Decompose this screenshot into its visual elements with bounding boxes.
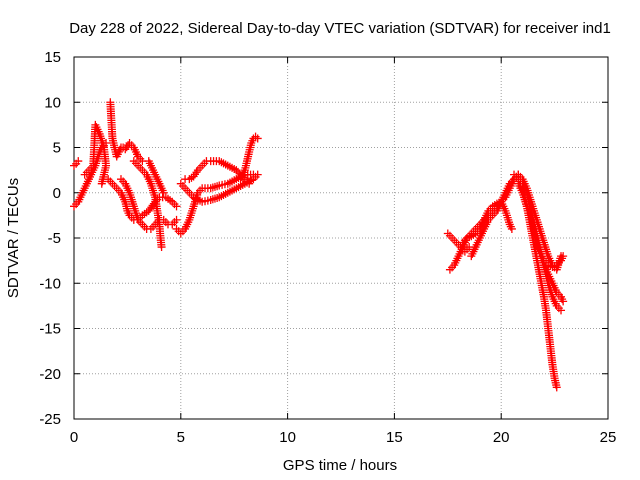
data-point [172,215,181,224]
x-tick-label: 0 [70,429,78,446]
y-tick-label: 15 [44,49,61,66]
data-point [208,183,217,192]
y-tick-label: -5 [48,230,61,247]
data-point [210,182,219,191]
axis-ticks: 0 5 10 15 20 25 -25 -20 -15 -10 -5 0 5 10 15 [39,49,616,446]
x-tick-label: 10 [279,429,296,446]
y-tick-label: 10 [44,94,61,111]
data-point [249,170,258,179]
data-point [74,157,83,166]
data-point [507,224,516,233]
y-tick-label: 5 [53,140,61,157]
data-point [559,252,568,261]
data-point [559,297,568,306]
y-axis-label: SDTVAR / TECUs [5,178,22,298]
data-point [157,243,166,252]
y-tick-label: -15 [39,321,61,338]
data-point [187,173,196,182]
data-point [97,179,106,188]
data-point [253,134,262,143]
y-tick-label: -25 [39,411,61,428]
y-tick-label: -10 [39,275,61,292]
x-tick-label: 15 [386,429,403,446]
x-tick-label: 5 [177,429,185,446]
data-point [208,195,217,204]
grid-lines [74,57,608,419]
x-axis-label: GPS time / hours [283,457,397,474]
data-point [70,161,78,170]
x-tick-label: 20 [493,429,510,446]
data-point [552,383,561,392]
y-tick-label: 0 [53,185,61,202]
y-tick-label: -20 [39,366,61,383]
data-point [245,179,254,188]
data-point [213,182,222,191]
data-point [557,306,566,315]
data-marks [70,98,568,392]
data-point [159,188,168,197]
chart-title: Day 228 of 2022, Sidereal Day-to-day VTE… [69,20,611,37]
data-point [172,202,181,211]
data-point [232,166,241,175]
x-tick-label: 25 [600,429,617,446]
